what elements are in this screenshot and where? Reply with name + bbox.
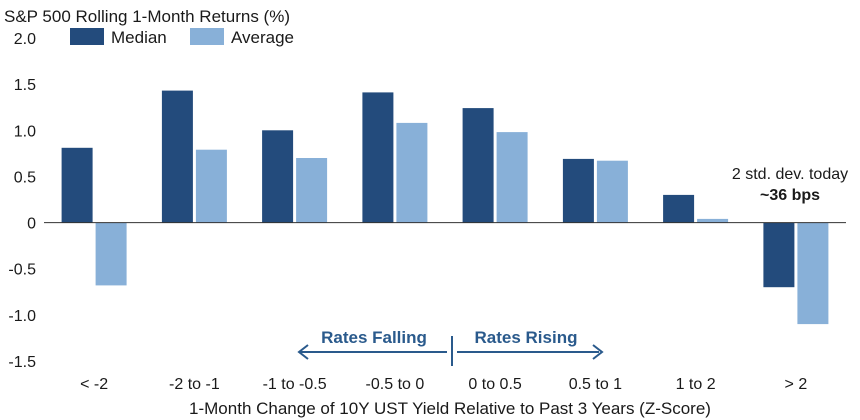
legend-swatch-median — [70, 28, 104, 45]
bar-average-7 — [797, 222, 829, 325]
y-tick-label: -1.5 — [8, 354, 36, 371]
y-tick-label: -1.0 — [8, 308, 36, 325]
bar-median-2 — [262, 130, 294, 223]
y-tick-label: 1.5 — [14, 77, 36, 94]
bar-average-6 — [697, 218, 729, 223]
bar-median-0 — [61, 147, 93, 223]
bar-average-4 — [496, 132, 528, 223]
bar-median-6 — [663, 194, 695, 223]
bar-median-1 — [161, 90, 193, 223]
rates-falling-label: Rates Falling — [321, 328, 427, 347]
x-tick-label: > 2 — [785, 376, 808, 393]
chart-title: S&P 500 Rolling 1-Month Returns (%) — [4, 7, 290, 26]
x-tick-label: -2 to -1 — [169, 376, 220, 393]
annotation-bps: ~36 bps — [760, 187, 820, 204]
bar-median-4 — [462, 108, 494, 223]
x-axis-title: 1-Month Change of 10Y UST Yield Relative… — [189, 399, 711, 418]
bar-median-3 — [362, 92, 394, 223]
y-tick-label: 2.0 — [14, 31, 36, 48]
legend-label-median: Median — [111, 28, 167, 47]
x-axis-ticks: < -2 -2 to -1 -1 to -0.5 -0.5 to 0 0 to 0.5 0… — [80, 376, 807, 393]
bar-average-1 — [195, 149, 227, 223]
bar-average-0 — [95, 222, 127, 286]
rates-falling-arrowhead-shape — [297, 344, 309, 360]
rates-rising-label: Rates Rising — [475, 328, 578, 347]
bar-group — [61, 90, 829, 325]
y-tick-label: 1.0 — [14, 123, 36, 140]
x-tick-label: < -2 — [80, 376, 108, 393]
bar-average-3 — [396, 122, 428, 223]
y-tick-label: 0.5 — [14, 169, 36, 186]
legend-swatch-average — [190, 28, 224, 45]
y-tick-label: 0 — [27, 216, 36, 233]
rates-arrow-group: Rates Falling Rates Rising — [297, 328, 604, 366]
bar-average-5 — [596, 160, 628, 223]
bar-average-2 — [296, 158, 328, 223]
bar-median-7 — [763, 222, 795, 288]
annotation-today: 2 std. dev. today — [732, 166, 848, 183]
y-tick-label: -0.5 — [8, 262, 36, 279]
legend-label-average: Average — [231, 28, 294, 47]
x-tick-label: -0.5 to 0 — [366, 376, 425, 393]
y-axis-ticks: 2.0 1.5 1.0 0.5 0 -0.5 -1.0 -1.5 — [8, 31, 36, 371]
x-tick-label: 0 to 0.5 — [468, 376, 521, 393]
rates-rising-arrowhead-shape — [592, 344, 604, 360]
x-tick-label: 0.5 to 1 — [569, 376, 622, 393]
x-tick-label: 1 to 2 — [676, 376, 716, 393]
bar-median-5 — [562, 158, 594, 223]
x-tick-label: -1 to -0.5 — [263, 376, 327, 393]
